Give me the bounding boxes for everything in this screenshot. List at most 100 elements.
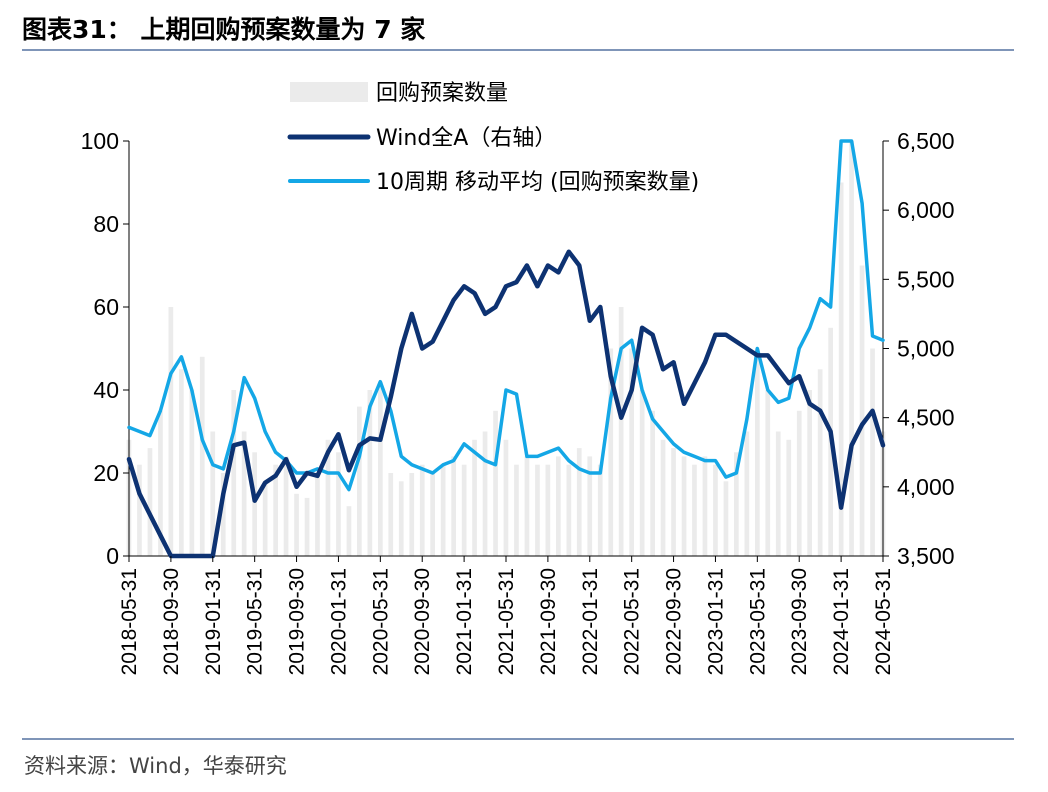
x-tick-label-8: 2021-01-31 [453,568,476,675]
bar-20 [336,452,341,557]
bar-51 [660,439,666,556]
bar-43 [576,448,582,556]
bar-13 [262,481,268,556]
right-tick-label-2: 4,500 [897,405,955,431]
legend-label-ma: 10周期 移动平均 (回购预案数量) [376,170,699,195]
x-tick-label-15: 2023-05-31 [746,568,769,675]
bar-68 [838,182,844,556]
bar-36 [503,439,509,556]
legend-label-bars: 回购预案数量 [376,81,508,106]
bar-56 [713,464,718,556]
bar-64 [796,410,802,557]
x-tick-label-1: 2018-09-30 [160,568,183,675]
bar-48 [629,348,634,556]
bar-57 [723,481,729,556]
bar-21 [346,506,352,556]
x-tick-label-2: 2019-01-31 [202,568,225,675]
bar-6 [189,390,195,556]
right-tick-label-0: 3,500 [897,543,955,569]
right-tick-label-4: 5,500 [897,266,955,292]
right-tick-label-3: 5,000 [897,336,955,362]
bar-63 [786,439,792,556]
bar-71 [870,348,875,556]
top-divider [22,49,1014,51]
x-tick-label-0: 2018-05-31 [118,568,141,675]
bar-35 [493,410,498,557]
x-tick-label-12: 2022-05-31 [621,568,644,675]
bar-16 [294,493,299,557]
x-tick-label-16: 2023-09-30 [788,568,811,675]
bar-24 [378,381,383,556]
bar-53 [681,456,687,556]
bar-55 [702,456,708,556]
bar-25 [388,473,394,556]
right-tick-label-1: 4,000 [897,474,955,500]
bar-58 [734,452,739,557]
legend-swatch-bars [290,82,368,102]
left-tick-label-2: 40 [93,377,119,403]
bar-2 [147,448,153,556]
bar-22 [357,406,362,556]
left-tick-label-5: 100 [81,128,119,154]
x-tick-label-17: 2024-01-31 [830,568,853,675]
bar-23 [367,390,373,556]
bar-3 [158,410,163,557]
bar-26 [398,481,404,556]
bar-59 [744,431,750,556]
bar-27 [409,473,415,556]
x-tick-label-5: 2020-01-31 [327,568,350,675]
bar-66 [817,369,823,557]
bar-series [126,141,886,557]
bar-70 [859,265,865,556]
x-tick-label-14: 2023-01-31 [704,568,727,675]
bar-30 [440,464,446,556]
x-tick-label-9: 2021-05-31 [495,568,518,675]
bar-45 [597,464,603,556]
right-tick-label-6: 6,500 [897,128,955,154]
bar-5 [179,369,184,557]
bar-33 [472,439,477,556]
bar-41 [556,456,561,556]
legend: 回购预案数量 Wind全A（右轴） 10周期 移动平均 (回购预案数量) [287,81,699,195]
bar-10 [231,390,237,556]
bar-18 [315,473,320,556]
right-axis-ticks: 3,500 4,000 4,500 5,000 5,500 6,000 6,500 [883,128,955,569]
bar-54 [692,464,697,556]
x-tick-label-18: 2024-05-31 [872,568,895,675]
bar-17 [304,497,310,556]
bar-61 [765,390,771,556]
bar-44 [587,456,593,556]
bar-19 [325,439,331,556]
bar-50 [650,410,655,557]
left-tick-label-1: 20 [93,460,119,486]
bar-39 [535,464,540,556]
bar-7 [199,356,205,556]
bar-69 [849,141,854,556]
bottom-divider [22,738,1014,740]
bar-49 [639,390,645,556]
bar-60 [755,348,760,556]
x-axis-ticks: 2018-05-31 2018-09-30 2019-01-31 2019-05-31… [118,556,895,675]
bar-42 [566,464,572,556]
bar-40 [545,464,551,556]
bar-9 [220,473,226,556]
x-tick-label-13: 2022-09-30 [663,568,686,675]
bar-1 [137,464,142,556]
bar-4 [168,307,174,556]
bar-12 [252,452,257,557]
x-tick-label-4: 2019-09-30 [286,568,309,675]
bar-52 [671,448,676,556]
bar-46 [608,348,614,556]
bar-47 [618,307,624,556]
bar-15 [283,456,289,556]
legend-label-wind: Wind全A（右轴） [376,126,556,151]
line-series [126,139,886,559]
bar-28 [419,464,425,556]
source-note: 资料来源：Wind，华泰研究 [24,754,287,778]
x-tick-label-6: 2020-05-31 [369,568,392,675]
x-tick-label-7: 2020-09-30 [411,568,434,675]
bar-32 [461,464,467,556]
bar-29 [430,473,435,556]
x-tick-label-3: 2019-05-31 [244,568,267,675]
x-tick-label-10: 2021-09-30 [537,568,560,675]
